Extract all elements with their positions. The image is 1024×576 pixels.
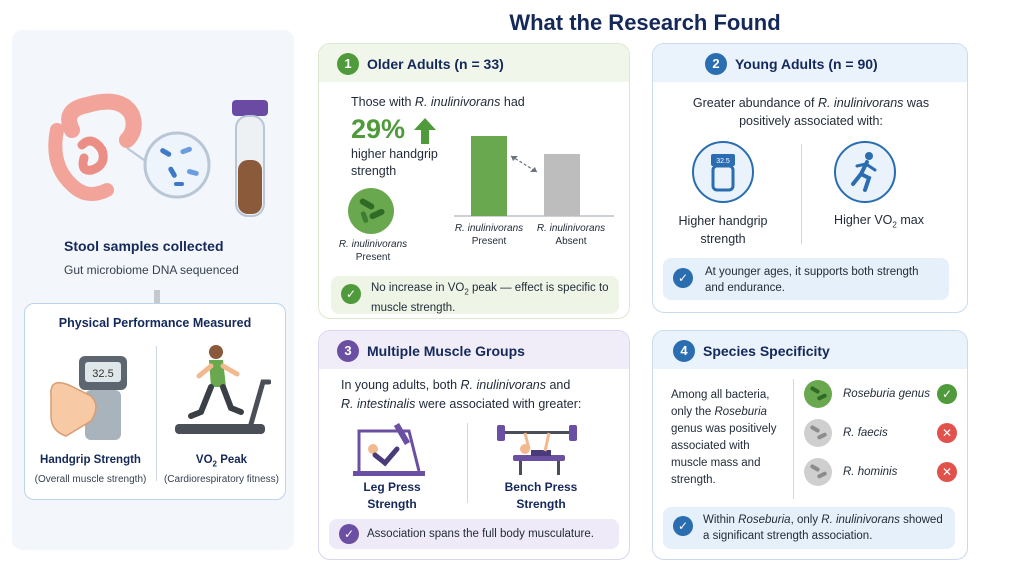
intro-text: Greater abundance of R. inulinivorans wa… [692, 96, 930, 128]
bar-label-absent: R. inulinivorans Absent [536, 223, 606, 247]
vo2-label: VO2 Peak [195, 454, 248, 469]
intro-text: Those with R. inulinivorans had [351, 95, 525, 109]
number-badge: 1 [337, 53, 359, 75]
panel-title: Young Adults (n = 90) [735, 56, 878, 72]
device-reading: 32.5 [716, 158, 730, 165]
bacteria-icon [804, 419, 832, 447]
divider [801, 144, 802, 244]
icon-species-label: R. inulinivorans Present [338, 239, 408, 263]
up-arrow-icon [414, 118, 436, 144]
note-box [331, 276, 619, 314]
intestine-icon [48, 93, 142, 201]
note-text: At younger ages, it supports both streng… [705, 266, 919, 294]
panel-header [319, 44, 629, 82]
vo2-sub: (Cardiorespiratory fitness) [163, 474, 280, 485]
handgrip-sub: (Overall muscle strength) [34, 474, 147, 485]
stool-title: Stool samples collected [64, 238, 224, 254]
species-name: Roseburia genus [843, 388, 930, 400]
dynamometer-icon: 32.5 [50, 356, 127, 440]
dynamometer-reading: 32.5 [92, 368, 113, 380]
panel-header [319, 331, 629, 369]
check-icon: ✓ [673, 268, 693, 288]
handgrip-device-icon: 32.5 [692, 141, 754, 203]
performance-card: Physical Performance Measured 32.5 Handg… [24, 303, 286, 500]
check-icon: ✓ [341, 284, 361, 304]
number-badge: 2 [705, 53, 727, 75]
species-row: Roseburia genus ✓ [803, 379, 963, 409]
divider [467, 423, 468, 503]
number-badge: 3 [337, 340, 359, 362]
intro-text: In young adults, both R. inulinivorans a… [341, 378, 582, 411]
stat-description: higher handgrip strength [351, 147, 438, 178]
bench-press-icon [497, 425, 577, 475]
check-icon: ✓ [673, 516, 693, 536]
bar-label-present: R. inulinivorans Present [454, 223, 524, 247]
leg-press-icon [353, 422, 425, 476]
item-handgrip: Higher handgrip strength [678, 214, 768, 246]
panel-title: Older Adults (n = 33) [367, 56, 504, 72]
item-vo2: Higher VO2 max [834, 213, 924, 230]
stat-value: 29% [351, 114, 406, 144]
handgrip-label: Handgrip Strength [40, 454, 141, 466]
divider [793, 379, 794, 499]
strength-bar-chart [454, 136, 614, 217]
species-name: R. hominis [843, 466, 898, 478]
bar-absent [544, 153, 580, 216]
note-text: Within Roseburia, only R. inulinivorans … [703, 514, 943, 542]
number-badge: 4 [673, 340, 695, 362]
species-row: R. faecis ✕ [803, 418, 963, 448]
note-box [663, 507, 955, 549]
item-bench-press: Bench Press Strength [504, 480, 578, 511]
sample-illustration [48, 93, 268, 217]
test-tube-icon [232, 100, 268, 217]
bacteria-icon [348, 188, 394, 234]
note-box [329, 519, 619, 549]
panel-older-adults: 1 Older Adults (n = 33) Those with R. in… [318, 43, 630, 319]
note-text: Association spans the full body musculat… [367, 528, 594, 540]
panel-title: Multiple Muscle Groups [367, 343, 525, 359]
description-text: Among all bacteria, only the Roseburia g… [671, 389, 777, 486]
panel-young-adults: 2 Young Adults (n = 90) Greater abundanc… [652, 43, 968, 313]
bar-present [471, 136, 507, 216]
bacteria-icon [804, 380, 832, 408]
panel-muscle-groups: 3 Multiple Muscle Groups In young adults… [318, 330, 630, 560]
x-icon: ✕ [937, 423, 957, 443]
note-box [663, 258, 949, 300]
panel-header [653, 331, 967, 369]
item-leg-press: Leg Press Strength [363, 480, 421, 511]
species-row: R. hominis ✕ [803, 457, 963, 487]
species-name: R. faecis [843, 427, 888, 439]
microscope-bacteria-icon [126, 131, 211, 199]
panel-title: Species Specificity [703, 343, 830, 359]
bacteria-icon [804, 458, 832, 486]
x-icon: ✕ [937, 462, 957, 482]
treadmill-runner-icon [175, 345, 271, 434]
note-text: No increase in VO2 peak — effect is spec… [371, 282, 609, 315]
panel-species-specificity: 4 Species Specificity Among all bacteria… [652, 330, 968, 560]
stool-subtitle: Gut microbiome DNA sequenced [64, 263, 239, 277]
check-icon: ✓ [339, 524, 359, 544]
comparison-arrow [510, 155, 538, 173]
page-title: What the Research Found [509, 10, 781, 35]
check-icon: ✓ [937, 384, 957, 404]
running-person-icon [834, 141, 896, 203]
divider [156, 346, 157, 481]
performance-title: Physical Performance Measured [58, 316, 252, 330]
